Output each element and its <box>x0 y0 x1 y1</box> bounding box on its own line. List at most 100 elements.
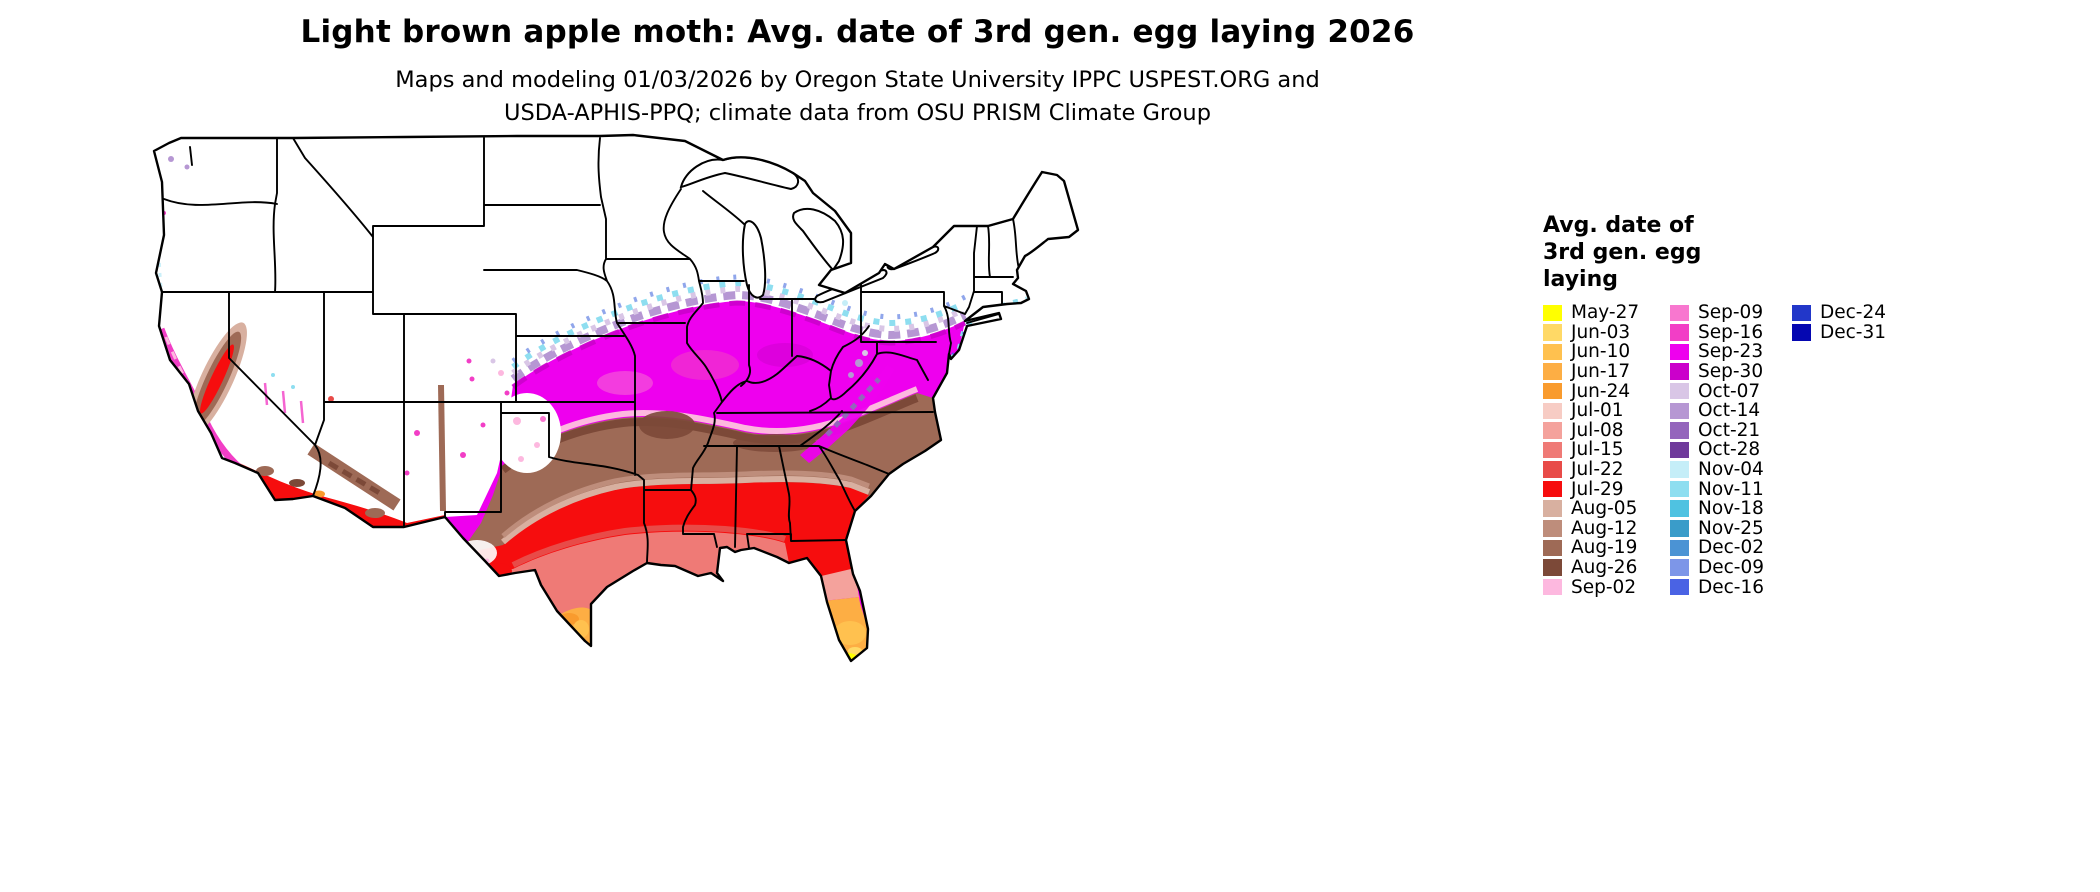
wv-oct-dot <box>855 359 863 367</box>
panhandle-pink-dot <box>513 417 521 425</box>
socal-brown-spot <box>289 479 305 487</box>
state-borders <box>161 137 1020 564</box>
legend-swatch <box>1543 520 1562 537</box>
legend-entry-label: Nov-25 <box>1698 517 1764 539</box>
legend-columns: May-27 Jun-03 Jun-10 Jun-17 Jun-24 Jul-01 Jul-… <box>1543 302 1973 598</box>
legend-entry-label: Aug-26 <box>1571 557 1638 579</box>
legend-entry-label: Jul-29 <box>1571 478 1624 500</box>
legend-entry-label: Sep-09 <box>1698 302 1764 324</box>
subtitle-line-2: USDA-APHIS-PPQ; climate data from OSU PR… <box>504 100 1211 126</box>
se-az-brown-spot <box>365 508 385 518</box>
legend-entry: Jun-10 <box>1543 341 1670 363</box>
nm-magenta-dot <box>480 422 486 428</box>
legend-swatch <box>1792 324 1811 341</box>
legend-entry: Oct-14 <box>1670 400 1792 422</box>
legend-swatch <box>1543 343 1562 361</box>
tennessee-dark-brown <box>733 434 817 452</box>
florida-jun03 <box>848 647 862 655</box>
central-valley-core <box>200 344 234 414</box>
puget-purple-dot <box>168 156 174 162</box>
legend-entry-label: Oct-14 <box>1698 400 1761 422</box>
legend-title-line: laying <box>1543 267 1619 292</box>
legend-entry-label: Jun-17 <box>1571 361 1631 383</box>
puget-purple-dot <box>184 164 190 170</box>
legend-entry: Nov-18 <box>1670 498 1792 519</box>
nm-magenta-dot <box>404 470 410 476</box>
legend-swatch <box>1670 441 1689 459</box>
legend-swatch <box>1543 324 1562 341</box>
legend-swatch <box>1543 461 1562 478</box>
legend-entry-label: Jun-10 <box>1571 341 1631 363</box>
legend-swatch <box>1543 578 1562 596</box>
rio-grande-valley-brown <box>438 384 446 512</box>
mogollon-rim-dark <box>327 460 385 498</box>
mogollon-rim-brown <box>307 443 401 511</box>
legend-entry-label: Oct-07 <box>1698 380 1761 402</box>
nv-cyan-dot <box>271 373 275 377</box>
nv-cyan-dot <box>291 385 295 389</box>
page-title: Light brown apple moth: Avg. date of 3rd… <box>300 14 1415 50</box>
legend-entry: Aug-12 <box>1543 518 1670 539</box>
front-range-dot <box>469 376 475 382</box>
legend-entry-label: Sep-30 <box>1698 361 1764 383</box>
legend-entry: Sep-23 <box>1670 341 1792 363</box>
legend-entry-label: Jul-08 <box>1571 419 1624 441</box>
subtitle: Maps and modeling 01/03/2026 by Oregon S… <box>0 64 1715 130</box>
legend-swatch <box>1543 304 1562 322</box>
panhandle-pink-dot <box>540 416 546 422</box>
socal-az-desert-red <box>235 461 445 527</box>
lake-huron <box>792 207 845 272</box>
legend-entry: Jul-15 <box>1543 439 1670 460</box>
panhandle-pink-dot <box>534 442 540 448</box>
ozark-dark-brown <box>639 411 695 439</box>
legend-entry: Jul-29 <box>1543 478 1670 500</box>
legend-entry-label: Jul-22 <box>1571 459 1624 481</box>
legend-entry: May-27 <box>1543 302 1670 323</box>
legend-entry: Nov-11 <box>1670 478 1792 500</box>
wv-oct-dot <box>848 372 854 378</box>
header: Light brown apple moth: Avg. date of 3rd… <box>0 14 1715 130</box>
legend-entry: Dec-02 <box>1670 537 1792 558</box>
legend-title: Avg. date of 3rd gen. egg laying <box>1543 212 1973 293</box>
subtitle-line-1: Maps and modeling 01/03/2026 by Oregon S… <box>395 67 1320 93</box>
nm-magenta-dot <box>460 452 466 458</box>
legend-swatch <box>1792 304 1811 322</box>
legend-swatch <box>1543 441 1562 459</box>
front-range-dot <box>466 358 472 364</box>
legend-entry: Aug-05 <box>1543 498 1670 519</box>
legend-entry: Dec-24 <box>1792 302 1886 323</box>
legend-entry: Jul-22 <box>1543 459 1670 481</box>
legend-entry: Jun-24 <box>1543 381 1670 402</box>
legend-swatch <box>1670 382 1689 400</box>
nv-speckle <box>263 382 305 424</box>
legend-title-line: 3rd gen. egg <box>1543 240 1702 265</box>
texas-panhandle-white <box>493 393 561 473</box>
legend-entry-label: Jun-03 <box>1571 321 1631 343</box>
legend-entry: Dec-16 <box>1670 577 1792 598</box>
legend-swatch <box>1670 422 1689 439</box>
legend-entry-label: Oct-28 <box>1698 439 1761 461</box>
legend-entry-label: Aug-19 <box>1571 537 1638 559</box>
legend-title-line: Avg. date of <box>1543 213 1694 238</box>
legend-entry-label: Sep-02 <box>1571 576 1637 598</box>
legend-swatch <box>1543 480 1562 498</box>
east-colorado-dot <box>498 370 504 376</box>
legend-entry: Dec-31 <box>1792 322 1886 343</box>
legend-swatch <box>1670 480 1689 498</box>
legend-entry: Dec-09 <box>1670 557 1792 578</box>
legend: Avg. date of 3rd gen. egg laying May-27 J… <box>1543 212 1973 598</box>
legend-swatch <box>1670 304 1689 322</box>
legend-entry: Sep-16 <box>1670 322 1792 343</box>
legend-entry: Sep-30 <box>1670 361 1792 383</box>
band-september-texture <box>757 343 813 367</box>
legend-entry: Jun-17 <box>1543 361 1670 383</box>
legend-entry-label: Nov-04 <box>1698 459 1764 481</box>
legend-entry-label: Nov-11 <box>1698 478 1764 500</box>
legend-entry: Oct-21 <box>1670 420 1792 441</box>
legend-entry-label: Sep-23 <box>1698 341 1764 363</box>
band-september-texture <box>597 371 653 395</box>
legend-entry: Jun-03 <box>1543 321 1670 343</box>
us-map <box>152 133 1080 663</box>
panhandle-pink-dot <box>518 456 524 462</box>
